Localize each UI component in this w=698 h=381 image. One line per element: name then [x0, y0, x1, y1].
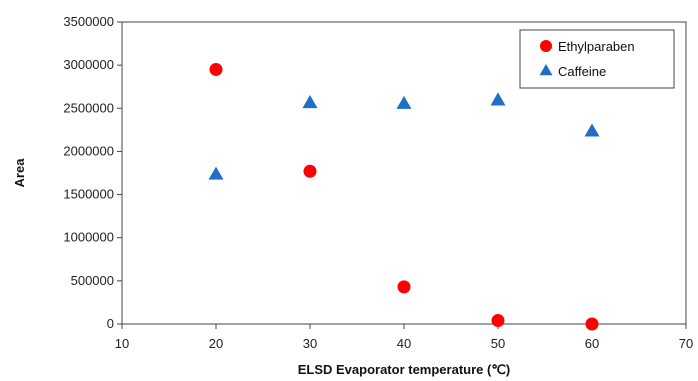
data-point-caffeine: [490, 92, 506, 106]
x-axis-ticks: 10 20 30 40 50 60 70: [115, 324, 693, 351]
legend-marker-caffeine: [539, 63, 553, 76]
y-tick-label: 500000: [71, 273, 114, 288]
x-tick-label: 40: [397, 336, 411, 351]
x-tick-label: 10: [115, 336, 129, 351]
data-point-ethylparaben: [303, 164, 317, 178]
legend-box: [519, 29, 675, 89]
y-axis-ticks: 0 500000 1000000 1500000 2000000 2500000 30000…: [63, 14, 122, 331]
x-tick-label: 70: [679, 336, 693, 351]
y-tick-label: 2000000: [63, 143, 114, 158]
x-tick-label: 30: [303, 336, 317, 351]
y-tick-label: 1500000: [63, 187, 114, 202]
x-tick-label: 60: [585, 336, 599, 351]
x-tick-label: 20: [209, 336, 223, 351]
legend-marker-ethylparaben: [540, 40, 552, 52]
data-point-caffeine: [302, 95, 318, 109]
data-point-caffeine: [396, 95, 412, 109]
y-tick-label: 3500000: [63, 14, 114, 29]
legend-label-caffeine: Caffeine: [558, 64, 606, 79]
y-axis-title: Area: [12, 158, 27, 188]
y-tick-label: 0: [107, 316, 114, 331]
plot-area: [121, 21, 687, 325]
data-points: [208, 62, 600, 331]
legend: Ethylparaben Caffeine: [519, 29, 675, 89]
y-tick-label: 3000000: [63, 57, 114, 72]
data-point-ethylparaben: [397, 280, 411, 294]
y-tick-label: 1000000: [63, 230, 114, 245]
data-point-ethylparaben: [585, 317, 599, 331]
y-tick-label: 2500000: [63, 100, 114, 115]
data-point-caffeine: [584, 123, 600, 137]
data-point-ethylparaben: [209, 62, 223, 76]
x-tick-label: 50: [491, 336, 505, 351]
data-point-caffeine: [208, 166, 224, 180]
legend-label-ethylparaben: Ethylparaben: [558, 39, 635, 54]
data-point-ethylparaben: [491, 314, 505, 328]
x-axis-title: ELSD Evaporator temperature (℃): [298, 362, 511, 377]
